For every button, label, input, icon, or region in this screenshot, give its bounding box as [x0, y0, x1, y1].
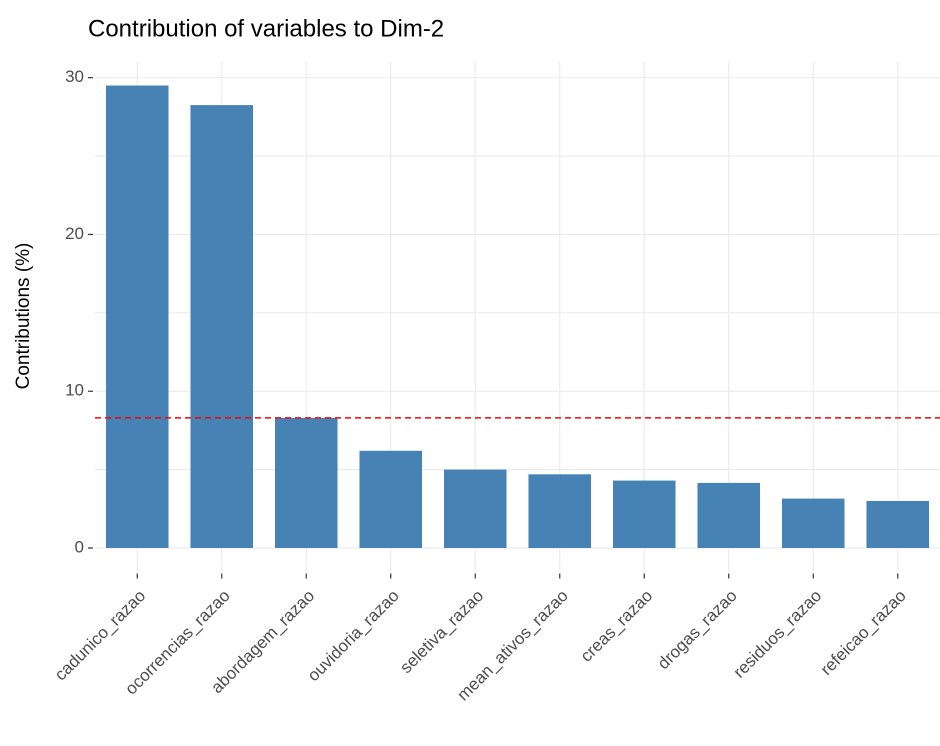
y-tick-label: 0 — [75, 537, 84, 556]
x-tick-label: creas_razao — [577, 586, 657, 666]
bar — [190, 105, 254, 548]
bar — [105, 85, 169, 548]
y-tick-label: 30 — [65, 67, 84, 86]
x-tick-label: ouvidoria_razao — [304, 586, 403, 685]
bar — [359, 450, 423, 548]
x-tick-label: seletiva_razao — [396, 586, 487, 677]
x-tick-label: cadunico_razao — [51, 586, 149, 684]
bar — [274, 417, 338, 548]
y-tick-label: 10 — [65, 381, 84, 400]
bar — [528, 474, 592, 548]
y-tick-label: 20 — [65, 224, 84, 243]
bar — [443, 469, 507, 548]
bar — [612, 480, 676, 548]
x-tick-label: residuos_razao — [730, 586, 826, 682]
x-tick-label: refeicao_razao — [817, 586, 910, 679]
bar — [697, 482, 761, 548]
bar — [781, 498, 845, 548]
x-tick-label: drogas_razao — [654, 586, 741, 673]
bar — [866, 500, 930, 548]
chart-title: Contribution of variables to Dim-2 — [88, 15, 444, 42]
y-axis-label: Contributions (%) — [13, 243, 34, 390]
